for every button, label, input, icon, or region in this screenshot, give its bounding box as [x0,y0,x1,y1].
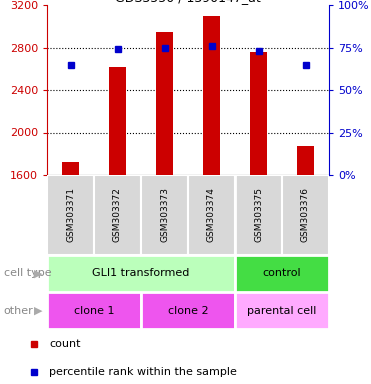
Text: clone 1: clone 1 [74,306,114,316]
Bar [250,52,267,175]
Text: control: control [263,268,301,278]
Bar [47,292,141,329]
Bar [94,175,141,255]
Text: GSM303371: GSM303371 [66,187,75,243]
Text: ▶: ▶ [33,306,42,316]
Bar [235,175,282,255]
Text: count: count [49,339,81,349]
Text: parental cell: parental cell [247,306,317,316]
Text: ▶: ▶ [33,268,42,278]
Text: GSM303375: GSM303375 [254,187,263,243]
Bar [235,255,329,292]
Bar [47,255,235,292]
Bar [109,67,126,175]
Bar [47,175,94,255]
Text: clone 2: clone 2 [168,306,208,316]
Text: GLI1 transformed: GLI1 transformed [92,268,190,278]
Bar [203,16,220,175]
Bar [235,292,329,329]
Text: GSM303373: GSM303373 [160,187,169,243]
Bar [188,175,235,255]
Bar [282,175,329,255]
Text: GSM303376: GSM303376 [301,187,310,243]
Text: other: other [4,306,33,316]
Title: GDS3550 / 1390147_at: GDS3550 / 1390147_at [115,0,261,4]
Text: percentile rank within the sample: percentile rank within the sample [49,367,237,377]
Bar [141,175,188,255]
Bar [141,292,235,329]
Bar [62,162,79,175]
Bar [156,31,173,175]
Bar [297,146,314,175]
Text: GSM303372: GSM303372 [113,187,122,242]
Text: GSM303374: GSM303374 [207,187,216,242]
Text: cell type: cell type [4,268,51,278]
